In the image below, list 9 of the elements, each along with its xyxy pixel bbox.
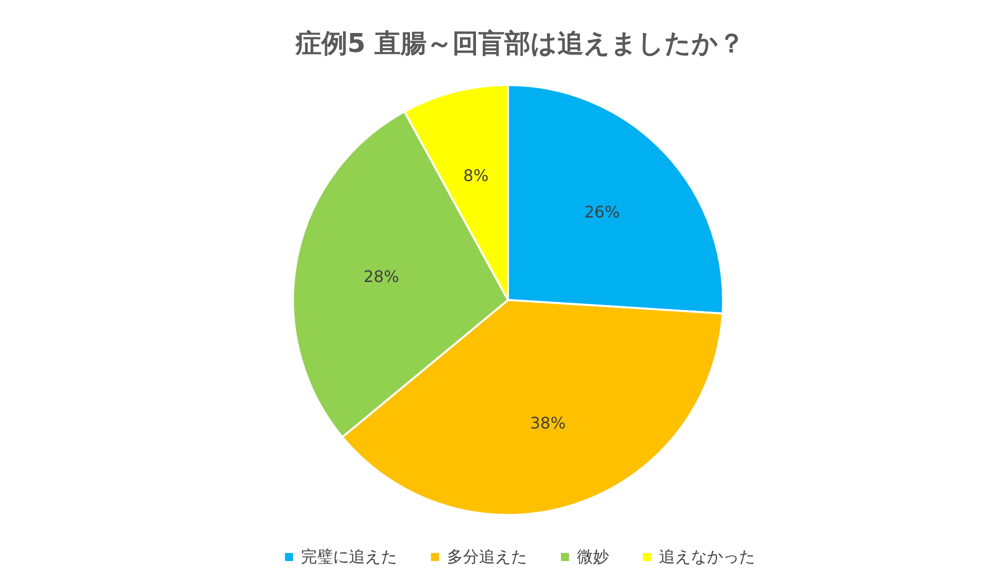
data-label: 38% bbox=[530, 414, 566, 433]
legend-label: 多分追えた bbox=[447, 547, 527, 566]
data-label: 28% bbox=[364, 266, 400, 286]
chart-title: 症例5 直腸～回盲部は追えましたか？ bbox=[294, 29, 745, 59]
legend-label: 追えなかった bbox=[659, 547, 755, 566]
legend-label: 微妙 bbox=[577, 547, 609, 566]
legend-label: 完璧に追えた bbox=[301, 547, 397, 566]
data-label: 26% bbox=[584, 202, 620, 222]
data-label: 8% bbox=[463, 166, 489, 186]
